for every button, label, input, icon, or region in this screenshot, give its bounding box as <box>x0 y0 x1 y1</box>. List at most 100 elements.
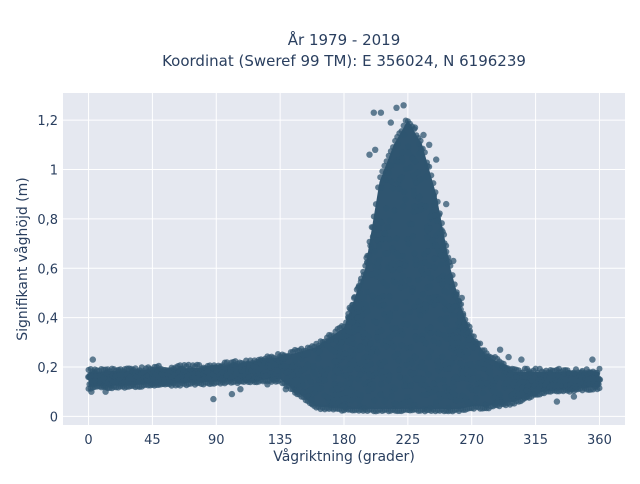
data-point <box>394 350 401 357</box>
data-point <box>386 372 393 379</box>
data-point <box>409 360 416 367</box>
data-point <box>418 359 425 366</box>
data-point <box>356 360 363 367</box>
data-point <box>427 275 434 282</box>
x-tick-label: 0 <box>84 433 92 448</box>
data-point <box>392 325 399 332</box>
data-point <box>426 262 433 269</box>
data-point <box>346 380 353 387</box>
data-point <box>350 340 357 347</box>
data-point <box>371 248 378 255</box>
data-point <box>337 381 344 388</box>
data-point <box>427 324 434 331</box>
data-point <box>390 343 397 350</box>
data-point <box>407 344 414 351</box>
data-point <box>408 221 415 228</box>
data-point <box>402 282 409 289</box>
data-point <box>332 348 338 355</box>
data-point <box>376 243 382 250</box>
data-point <box>347 347 354 354</box>
data-point <box>481 366 488 372</box>
data-point <box>399 331 406 338</box>
data-point <box>375 268 381 275</box>
data-point <box>458 294 465 302</box>
data-point <box>355 295 362 302</box>
data-point <box>88 388 95 395</box>
data-point <box>228 390 236 398</box>
data-point <box>400 102 407 109</box>
data-point <box>413 179 420 186</box>
data-point <box>427 283 434 290</box>
data-point <box>441 231 448 238</box>
data-point <box>442 306 449 313</box>
data-point <box>445 254 452 261</box>
data-point <box>381 358 388 365</box>
data-point <box>374 334 380 341</box>
data-point <box>412 261 419 268</box>
data-point <box>422 203 429 210</box>
data-point <box>418 267 425 274</box>
data-point <box>390 144 396 151</box>
data-point <box>379 235 385 242</box>
data-point <box>312 371 318 377</box>
data-point <box>449 272 456 279</box>
data-point <box>348 375 355 382</box>
data-point <box>300 389 307 396</box>
data-point <box>411 303 418 310</box>
data-point <box>425 248 431 255</box>
data-point <box>366 238 373 245</box>
data-point <box>435 340 442 347</box>
data-point <box>518 356 525 363</box>
data-point <box>389 185 396 192</box>
data-point <box>470 369 477 376</box>
data-point <box>434 217 441 224</box>
data-point <box>274 367 281 374</box>
data-point <box>396 366 402 373</box>
data-point <box>412 158 419 165</box>
data-point <box>403 362 410 368</box>
data-point <box>361 339 368 346</box>
data-point <box>384 318 391 325</box>
data-point <box>366 259 373 266</box>
data-point <box>294 388 301 395</box>
data-point <box>455 339 462 346</box>
data-point <box>369 292 376 299</box>
data-point <box>452 327 459 334</box>
data-point <box>315 355 322 362</box>
data-point <box>411 192 418 199</box>
x-axis-label: Vågriktning (grader) <box>273 448 415 465</box>
data-point <box>432 189 439 196</box>
data-point <box>468 376 475 383</box>
data-point <box>417 137 424 144</box>
data-point <box>450 379 457 386</box>
data-point <box>597 376 604 383</box>
y-tick-label: 0 <box>50 410 58 425</box>
data-point <box>409 233 416 240</box>
data-point <box>386 217 393 224</box>
data-point <box>415 276 422 283</box>
data-point <box>397 284 404 291</box>
data-point <box>415 298 422 305</box>
data-point <box>435 376 441 383</box>
data-point <box>345 310 352 317</box>
data-point <box>282 386 289 393</box>
data-point <box>342 350 349 357</box>
data-point <box>318 385 325 392</box>
y-axis-ticks: 0 0,2 0,4 0,6 0,8 1 1,2 <box>37 114 58 425</box>
data-point <box>366 252 373 259</box>
data-point <box>446 365 452 372</box>
data-point <box>453 397 460 404</box>
data-point <box>411 370 418 377</box>
data-point <box>392 385 399 392</box>
data-point <box>405 143 412 150</box>
data-point <box>413 336 420 343</box>
data-point <box>383 205 390 212</box>
data-point <box>390 331 397 338</box>
data-point <box>370 300 377 307</box>
data-point <box>386 311 393 318</box>
data-point <box>400 273 406 280</box>
data-point <box>364 289 371 295</box>
data-point <box>401 188 408 195</box>
x-tick-label: 360 <box>587 433 612 448</box>
